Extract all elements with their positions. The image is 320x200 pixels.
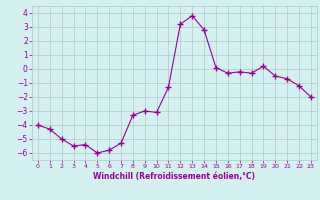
- X-axis label: Windchill (Refroidissement éolien,°C): Windchill (Refroidissement éolien,°C): [93, 172, 255, 181]
